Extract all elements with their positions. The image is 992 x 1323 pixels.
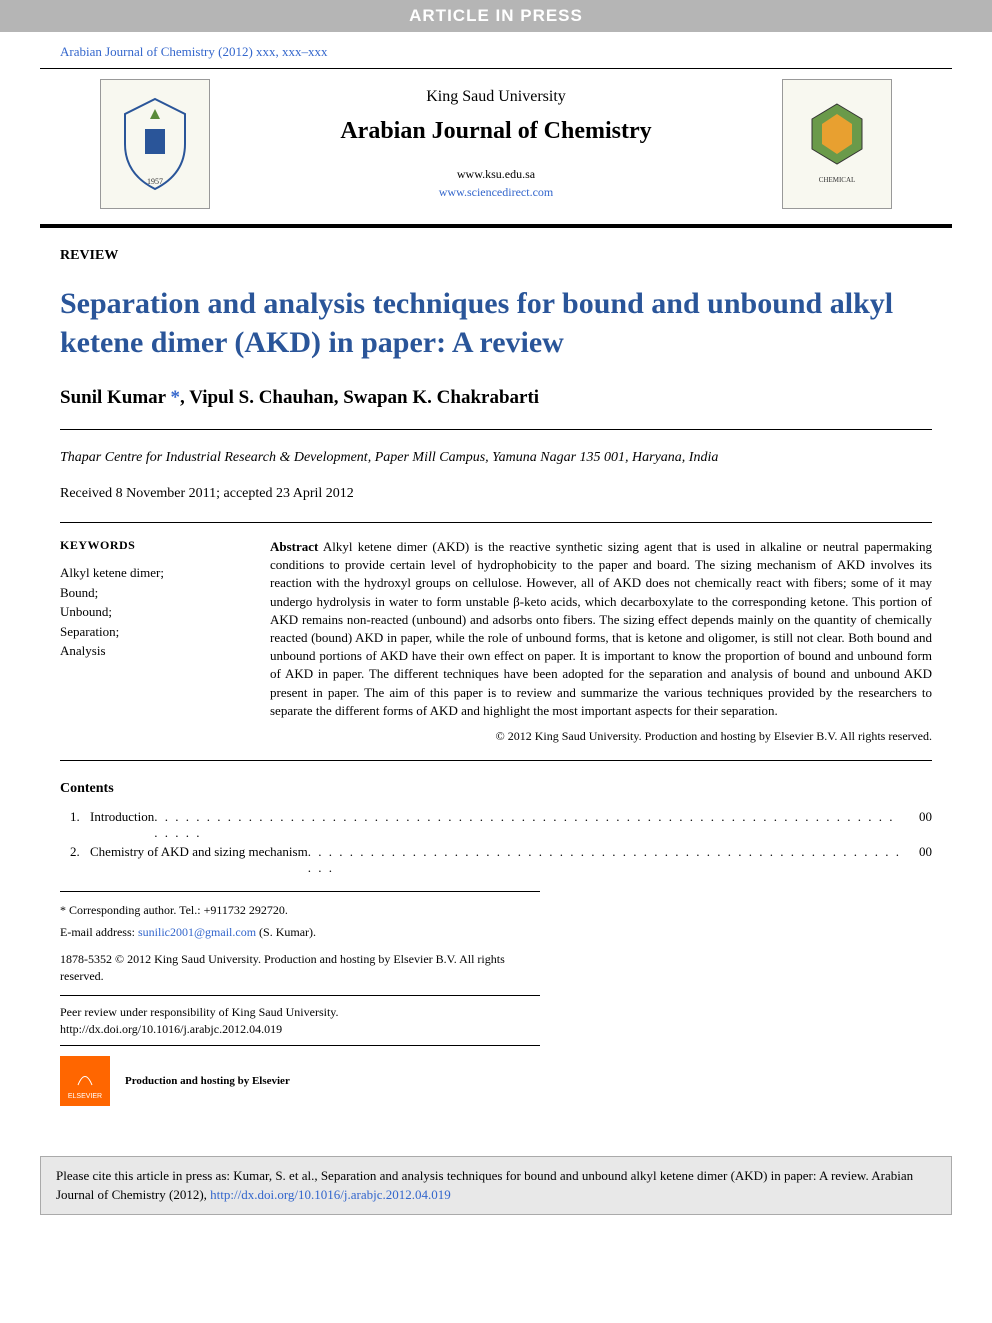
society-logo: CHEMICAL (782, 79, 892, 209)
elsevier-logo-icon: ELSEVIER (60, 1056, 110, 1106)
citation-box: Please cite this article in press as: Ku… (40, 1156, 952, 1214)
header-links: www.ksu.edu.sa www.sciencedirect.com (210, 165, 782, 201)
toc-number: 1. (60, 809, 90, 841)
author-1: Sunil Kumar (60, 387, 171, 408)
header-center: King Saud University Arabian Journal of … (210, 88, 782, 201)
keywords-list: Alkyl ketene dimer; Bound; Unbound; Sepa… (60, 563, 240, 661)
elsevier-hosting-text: Production and hosting by Elsevier (125, 1075, 290, 1087)
keywords-column: KEYWORDS Alkyl ketene dimer; Bound; Unbo… (60, 538, 240, 745)
authors: Sunil Kumar *, Vipul S. Chauhan, Swapan … (60, 387, 932, 430)
publisher-name: King Saud University (210, 88, 782, 106)
abstract-column: Abstract Alkyl ketene dimer (AKD) is the… (270, 538, 932, 745)
citation-text: Please cite this article in press as: Ku… (56, 1168, 913, 1201)
toc-title: Introduction (90, 809, 154, 841)
article-in-press-banner: ARTICLE IN PRESS (0, 0, 992, 32)
svg-text:CHEMICAL: CHEMICAL (819, 176, 856, 184)
elsevier-block: ELSEVIER Production and hosting by Elsev… (60, 1056, 540, 1106)
article-title: Separation and analysis techniques for b… (60, 284, 932, 362)
toc-page: 00 (902, 844, 932, 876)
toc-title: Chemistry of AKD and sizing mechanism (90, 844, 308, 876)
authors-rest: , Vipul S. Chauhan, Swapan K. Chakrabart… (180, 387, 539, 408)
journal-name: Arabian Journal of Chemistry (210, 118, 782, 145)
toc-dots: . . . . . . . . . . . . . . . . . . . . … (154, 809, 902, 841)
email-tail: (S. Kumar). (256, 925, 316, 939)
peer-text: Peer review under responsibility of King… (60, 1004, 540, 1021)
doi-link[interactable]: http://dx.doi.org/10.1016/j.arabjc.2012.… (60, 1021, 540, 1038)
toc-dots: . . . . . . . . . . . . . . . . . . . . … (308, 844, 902, 876)
footnotes: * Corresponding author. Tel.: +911732 29… (60, 891, 540, 942)
email-line: E-mail address: sunilic2001@gmail.com (S… (60, 924, 540, 941)
journal-reference: Arabian Journal of Chemistry (2012) xxx,… (0, 32, 992, 60)
issn-block: 1878-5352 © 2012 King Saud University. P… (60, 951, 540, 985)
abstract-label: Abstract (270, 539, 318, 554)
corresponding-mark: * (171, 387, 181, 408)
svg-text:1957: 1957 (147, 177, 163, 186)
abstract-copyright: © 2012 King Saud University. Production … (270, 728, 932, 745)
table-of-contents: 1. Introduction . . . . . . . . . . . . … (60, 809, 932, 876)
toc-row: 1. Introduction . . . . . . . . . . . . … (60, 809, 932, 841)
email-link[interactable]: sunilic2001@gmail.com (138, 925, 256, 939)
link-ksu[interactable]: www.ksu.edu.sa (210, 165, 782, 183)
university-logo: 1957 (100, 79, 210, 209)
abstract-text: Alkyl ketene dimer (AKD) is the reactive… (270, 539, 932, 718)
journal-header: 1957 King Saud University Arabian Journa… (40, 68, 952, 228)
article-content: REVIEW Separation and analysis technique… (0, 228, 992, 1126)
article-type: REVIEW (60, 248, 932, 264)
keywords-heading: KEYWORDS (60, 538, 240, 553)
citation-doi-link[interactable]: http://dx.doi.org/10.1016/j.arabjc.2012.… (210, 1187, 451, 1202)
link-sciencedirect[interactable]: www.sciencedirect.com (210, 183, 782, 201)
toc-page: 00 (902, 809, 932, 841)
peer-review-block: Peer review under responsibility of King… (60, 995, 540, 1047)
email-label: E-mail address: (60, 925, 138, 939)
toc-row: 2. Chemistry of AKD and sizing mechanism… (60, 844, 932, 876)
toc-number: 2. (60, 844, 90, 876)
corresponding-author: * Corresponding author. Tel.: +911732 29… (60, 902, 540, 919)
article-dates: Received 8 November 2011; accepted 23 Ap… (60, 486, 932, 502)
elsevier-logo-text: ELSEVIER (68, 1093, 102, 1100)
abstract-block: KEYWORDS Alkyl ketene dimer; Bound; Unbo… (60, 522, 932, 761)
affiliation: Thapar Centre for Industrial Research & … (60, 450, 932, 466)
contents-heading: Contents (60, 781, 932, 797)
